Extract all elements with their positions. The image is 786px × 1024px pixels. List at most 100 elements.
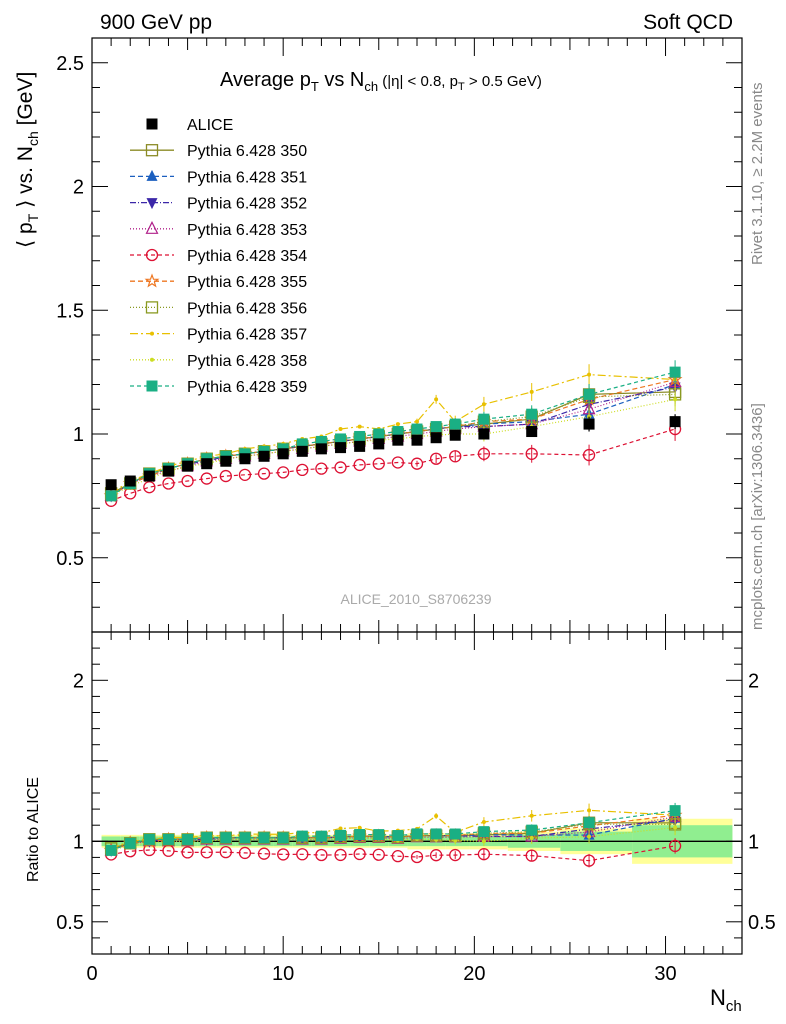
x-tick-label: 20 [463,963,485,985]
ylabel-ratio: Ratio to ALICE [25,777,42,882]
series-point [391,456,405,469]
series-point [162,477,175,490]
y-tick-label: 2.5 [56,53,84,75]
series-point [296,463,309,477]
ratio-point [357,825,362,830]
series-point [477,447,491,460]
ratio-point [238,846,252,860]
series-point [430,421,442,433]
series-point [357,424,362,429]
ratio-point [219,846,232,859]
series-point [315,462,328,475]
series-point [105,490,117,502]
ratio-point [277,832,289,844]
legend-marker [145,248,159,262]
series-point [315,435,327,447]
data-point [392,434,404,446]
legend-label: Pythia 6.428 352 [187,196,307,213]
ratio-point [201,832,213,844]
watermark: ALICE_2010_S8706239 [340,591,491,607]
title-sub1: T [311,79,319,94]
ratio-point [411,828,423,840]
series-point [257,467,271,480]
ylabel-top: ⟨ pT ⟩ vs. Nch [GeV] [14,72,41,248]
ylabel-sub2: ch [25,131,41,146]
series-line [110,428,676,502]
mcplots-label: mcplots.cern.ch [arXiv:1306.3436] [749,403,766,630]
ratio-point [525,849,538,862]
legend-label-alice: ALICE [187,117,233,134]
ratio-point [181,846,194,859]
ratio-point [182,833,194,845]
data-point [182,460,194,472]
legend-marker [146,169,158,181]
data-point [105,479,117,491]
series-point [415,419,419,424]
data-point [354,440,366,452]
series-point [673,397,678,402]
xlabel-sub: ch [726,998,742,1015]
legend-marker [145,301,159,314]
data-point [239,453,251,465]
ratio-point [583,817,595,829]
series-point [181,474,194,488]
data-point [335,442,347,454]
data-point [669,416,681,428]
series-point [353,458,366,472]
legend-marker [150,357,154,362]
ratio-series-354 [104,838,682,868]
ratio-point [434,813,439,818]
y-tick-label-right: 2 [748,670,759,692]
series-point [669,366,681,378]
series-point [334,461,347,474]
legend-marker [146,380,158,392]
legend-marker-alice [146,118,158,130]
legend-label: Pythia 6.428 355 [187,274,307,291]
series-point [335,433,347,445]
ratio-point [478,826,490,838]
series-point [582,448,596,462]
series-point [373,428,385,440]
series-point [583,388,595,400]
legend-label: Pythia 6.428 358 [187,353,307,370]
data-point [526,426,538,438]
ratio-point [587,808,592,813]
y-tick-label-right: 1 [748,831,759,853]
legend-marker [150,331,154,336]
data-point [449,429,461,441]
header-left: 900 GeV pp [100,11,212,34]
header-right: Soft QCD [643,11,733,34]
series-point [338,427,343,432]
data-point [277,448,289,460]
series-point [481,402,486,407]
ratio-point [334,848,347,862]
ratio-line [110,826,676,851]
legend-marker [145,220,159,234]
plot-title: Average pT vs Nch (|η| < 0.8, pT > 0.5 G… [220,69,542,94]
ratio-point [124,837,136,849]
ratio-point [105,844,117,856]
data-point [478,428,490,440]
alice-data [105,414,681,491]
ratio-point [410,850,424,864]
series-point [449,418,461,430]
data-point [411,434,423,446]
ratio-point [529,836,534,841]
legend: ALICE Pythia 6.428 350 Pythia 6.428 351 Pyt… [130,117,307,396]
y-tick-label: 0.5 [56,912,84,934]
ratio-point [477,848,491,861]
title-sub3: T [458,81,465,93]
main-panel: 0.5 1 1.5 2 2.5 [56,37,743,633]
series-point [392,426,404,438]
y-tick-label: 2 [73,670,84,692]
series-point [296,438,308,450]
title-cuts-end: > 0.5 GeV) [465,73,542,90]
ratio-point [258,832,270,844]
ratio-point [315,848,328,862]
y-tick-label-right: 0.5 [748,912,776,934]
ratio-point [430,828,442,840]
series-point [238,468,252,481]
series-point [410,457,424,470]
series-point [526,408,538,420]
xlabel-main: N [710,985,726,1010]
